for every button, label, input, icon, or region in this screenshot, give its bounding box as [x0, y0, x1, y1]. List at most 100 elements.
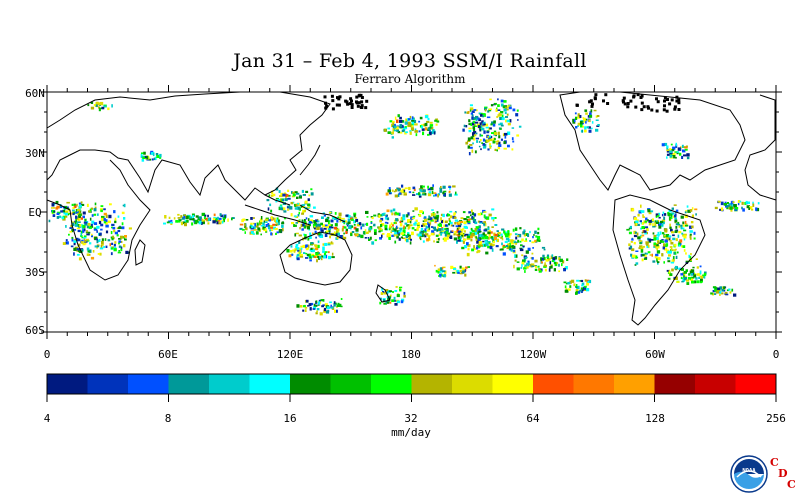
ice-pixel — [356, 104, 360, 108]
rain-pixel — [551, 254, 554, 257]
rain-pixel — [93, 208, 97, 212]
rain-pixel — [335, 228, 340, 232]
rain-pixel — [400, 232, 404, 235]
ice-pixel — [622, 100, 625, 104]
rain-pixel — [421, 124, 424, 127]
rain-pixel — [312, 223, 316, 227]
rain-pixel — [281, 221, 284, 224]
rain-pixel — [80, 241, 84, 244]
rain-pixel — [389, 301, 392, 304]
rain-pixel — [107, 239, 111, 242]
rain-pixel — [471, 149, 474, 153]
rain-pixel — [394, 116, 397, 120]
rain-pixel — [447, 213, 451, 217]
rain-pixel — [633, 234, 638, 238]
rain-pixel — [408, 186, 411, 191]
rain-pixel — [440, 186, 442, 189]
rain-pixel — [496, 140, 500, 143]
rain-pixel — [431, 230, 435, 233]
rain-pixel — [76, 213, 80, 215]
rain-pixel — [263, 220, 266, 223]
rain-pixel — [496, 238, 499, 243]
rain-pixel — [437, 268, 441, 271]
rain-pixel — [435, 123, 438, 126]
rain-pixel — [693, 273, 697, 275]
rain-pixel — [716, 288, 720, 292]
rain-pixel — [83, 228, 86, 232]
rain-pixel — [589, 111, 592, 113]
rain-pixel — [664, 239, 668, 243]
rain-pixel — [178, 219, 182, 222]
rain-pixel — [520, 267, 523, 269]
rain-pixel — [657, 240, 660, 244]
rain-pixel — [345, 228, 348, 231]
rain-pixel — [477, 213, 482, 216]
rain-pixel — [488, 108, 492, 110]
rain-pixel — [330, 226, 334, 229]
rain-pixel — [542, 254, 545, 258]
rain-pixel — [360, 234, 364, 239]
rain-pixel — [631, 248, 635, 252]
rain-pixel — [489, 135, 492, 138]
rain-pixel — [463, 221, 467, 224]
rain-pixel — [575, 290, 578, 294]
rain-pixel — [463, 124, 466, 128]
rain-pixel — [564, 285, 567, 289]
rain-pixel — [99, 252, 102, 256]
rain-pixel — [294, 233, 297, 237]
rain-pixel — [692, 266, 695, 269]
rain-pixel — [453, 212, 456, 215]
ice-pixel — [364, 106, 368, 110]
rain-pixel — [640, 227, 642, 230]
rain-pixel — [422, 223, 426, 227]
rain-pixel — [379, 219, 382, 223]
rain-pixel — [307, 198, 310, 202]
rain-pixel — [664, 244, 668, 248]
rain-pixel — [668, 254, 672, 257]
rain-pixel — [650, 210, 654, 213]
rain-pixel — [86, 253, 90, 256]
rain-pixel — [339, 235, 343, 239]
rain-pixel — [490, 104, 494, 107]
rain-pixel — [422, 189, 426, 193]
rain-pixel — [482, 115, 485, 118]
rain-pixel — [343, 232, 345, 235]
rain-pixel — [275, 200, 278, 203]
rain-pixel — [389, 224, 391, 228]
rain-pixel — [577, 113, 580, 117]
rain-pixel — [140, 153, 143, 157]
rain-pixel — [116, 234, 119, 237]
rain-pixel — [630, 241, 633, 243]
ice-pixel — [593, 97, 597, 101]
rain-pixel — [308, 235, 312, 239]
rain-pixel — [282, 199, 284, 201]
rain-pixel — [222, 218, 225, 223]
rain-pixel — [667, 277, 671, 280]
rain-pixel — [276, 217, 279, 220]
rain-pixel — [393, 296, 396, 300]
rain-pixel — [90, 223, 93, 227]
rain-pixel — [585, 121, 587, 124]
rain-pixel — [301, 189, 304, 193]
coastlines — [46, 91, 777, 326]
rain-pixel — [400, 227, 402, 231]
rain-pixel — [77, 243, 81, 247]
rain-pixel — [77, 208, 81, 211]
rain-pixel — [520, 244, 523, 247]
rain-pixel — [114, 231, 118, 235]
rain-pixel — [741, 206, 743, 210]
rain-pixel — [646, 243, 649, 247]
rain-pixel — [324, 231, 328, 234]
rain-pixel — [480, 233, 483, 238]
rain-pixel — [326, 230, 330, 233]
rain-pixel — [645, 217, 648, 221]
colorbar-box — [735, 374, 777, 394]
rain-pixel — [493, 130, 497, 133]
rain-pixel — [484, 240, 487, 243]
rain-pixel — [84, 218, 87, 222]
rain-pixel — [526, 262, 530, 267]
rain-pixel — [101, 240, 104, 245]
rain-pixel — [691, 214, 694, 218]
rain-pixel — [155, 156, 157, 160]
rain-pixel — [491, 217, 495, 220]
